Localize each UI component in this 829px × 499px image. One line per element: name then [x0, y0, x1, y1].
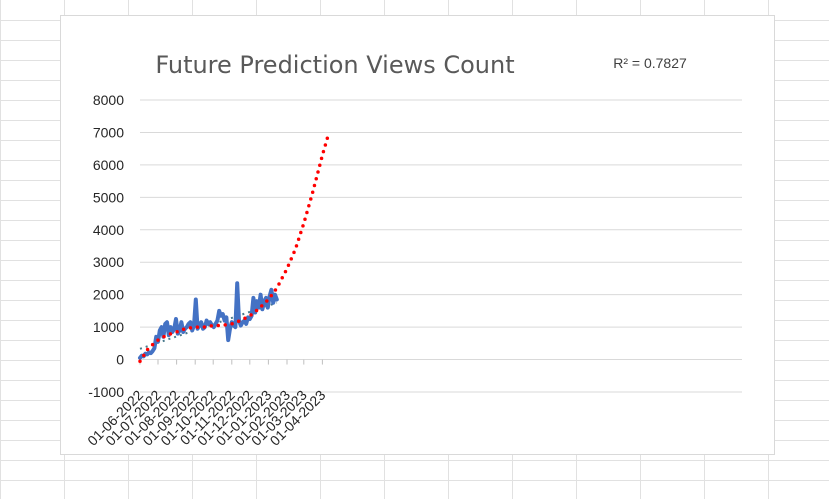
r-squared-label: R² = 0.7827 [613, 55, 687, 71]
chart-area[interactable] [60, 15, 775, 455]
y-tick-label: 0 [116, 352, 124, 368]
y-tick-label: 5000 [93, 189, 124, 205]
trendline-polynomial[interactable] [138, 130, 331, 363]
gridlines [140, 99, 742, 393]
y-tick-label: 1000 [93, 319, 124, 335]
y-tick-label: -1000 [88, 384, 124, 400]
y-tick-label: 3000 [93, 254, 124, 270]
y-axis-ticks: -1000 0 1000 2000 3000 4000 5000 6000 7000 8000 [88, 92, 124, 400]
chart-title: Future Prediction Views Count [155, 51, 514, 79]
series-line-views[interactable] [138, 281, 279, 360]
y-tick-label: 4000 [93, 222, 124, 238]
x-axis-ticks: 01-06-202201-07-202201-08-202201-09-2022… [84, 359, 329, 449]
y-tick-label: 2000 [93, 287, 124, 303]
series-layer [138, 130, 331, 363]
y-tick-label: 8000 [93, 92, 124, 108]
y-tick-label: 7000 [93, 124, 124, 140]
y-tick-label: 6000 [93, 157, 124, 173]
